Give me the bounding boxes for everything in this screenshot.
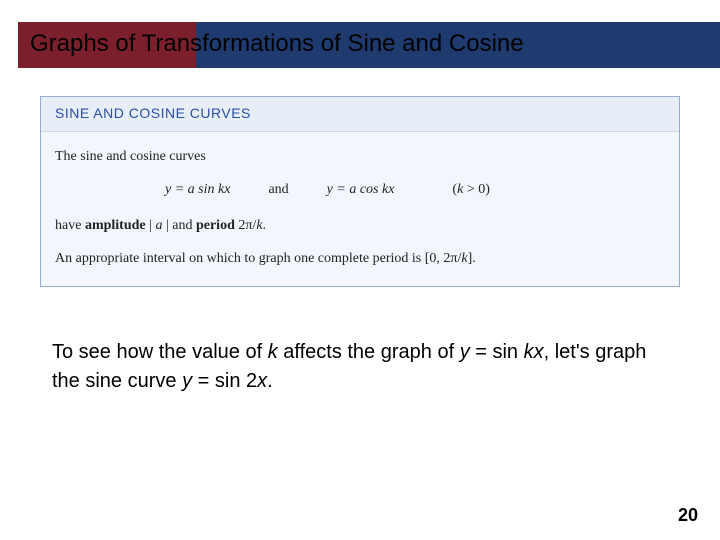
period-expr: 2π/k. (235, 218, 266, 233)
page-number: 20 (678, 505, 698, 526)
bp-part1: To see how the value of (52, 341, 268, 363)
bp-eq1: y (460, 341, 470, 363)
line3-pre: have (55, 218, 85, 233)
amplitude-expr: | a | (146, 218, 173, 233)
slide-title: Graphs of Transformations of Sine and Co… (30, 30, 524, 58)
formula-sin: y = a sin kx (165, 177, 230, 204)
body-paragraph: To see how the value of k affects the gr… (52, 338, 662, 396)
definition-body: The sine and cosine curves y = a sin kx … (41, 132, 679, 286)
period-label: period (196, 218, 235, 233)
definition-box: SINE AND COSINE CURVES The sine and cosi… (40, 96, 680, 287)
bp-k1: k (268, 341, 278, 363)
line3-mid: and (172, 218, 196, 233)
bp-x: x (257, 370, 267, 392)
bp-part4: . (267, 370, 273, 392)
formula-connector: and (268, 177, 288, 204)
bp-part2: affects the graph of (278, 341, 460, 363)
bp-kx: kx (524, 341, 544, 363)
amplitude-label: amplitude (85, 218, 146, 233)
definition-line1: The sine and cosine curves (55, 144, 665, 171)
formula-cos: y = a cos kx (327, 177, 395, 204)
bp-eq2: y (182, 370, 192, 392)
definition-line3: have amplitude | a | and period 2π/k. (55, 213, 665, 240)
definition-heading: SINE AND COSINE CURVES (55, 105, 251, 121)
formula-row: y = a sin kx and y = a cos kx (k > 0) (165, 177, 665, 204)
formula-condition: (k > 0) (452, 177, 489, 204)
definition-box-header: SINE AND COSINE CURVES (41, 97, 679, 132)
definition-line4: An appropriate interval on which to grap… (55, 246, 665, 273)
